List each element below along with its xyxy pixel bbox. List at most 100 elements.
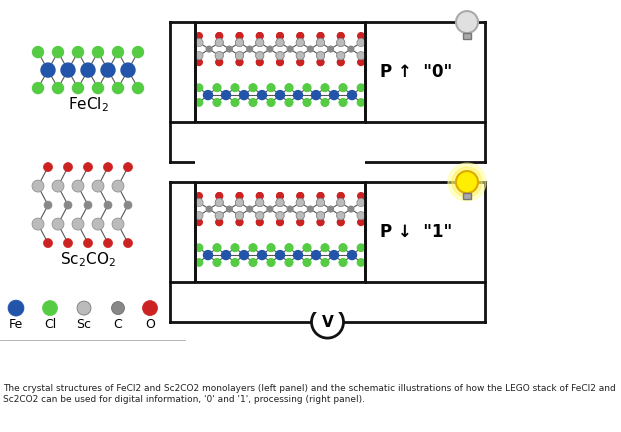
Circle shape [317, 193, 324, 199]
Circle shape [32, 218, 44, 230]
Circle shape [256, 33, 263, 39]
Circle shape [240, 91, 248, 100]
Circle shape [348, 206, 354, 212]
Circle shape [256, 193, 263, 199]
Circle shape [236, 219, 243, 226]
Circle shape [337, 33, 344, 39]
Circle shape [321, 244, 329, 251]
Circle shape [303, 99, 310, 106]
Circle shape [296, 212, 304, 220]
Circle shape [317, 198, 325, 206]
Circle shape [104, 201, 112, 209]
Circle shape [222, 91, 230, 100]
Circle shape [63, 162, 73, 172]
Circle shape [112, 180, 124, 192]
Circle shape [256, 38, 264, 47]
Circle shape [337, 198, 345, 206]
Circle shape [312, 146, 343, 178]
Circle shape [63, 238, 73, 248]
Text: Cl: Cl [44, 318, 56, 330]
Circle shape [303, 244, 310, 251]
Circle shape [317, 212, 325, 220]
Circle shape [52, 218, 64, 230]
Bar [195, 182, 365, 282]
Circle shape [213, 259, 220, 266]
Circle shape [196, 193, 202, 199]
Circle shape [215, 51, 224, 60]
Circle shape [321, 99, 329, 106]
Circle shape [227, 46, 232, 52]
Circle shape [357, 259, 365, 266]
Circle shape [339, 99, 347, 106]
Circle shape [337, 38, 345, 47]
Circle shape [195, 51, 203, 60]
Text: The crystal structures of FeCl2 and Sc2CO2 monolayers (left panel) and the schem: The crystal structures of FeCl2 and Sc2C… [3, 384, 616, 403]
Circle shape [277, 193, 283, 199]
Circle shape [249, 244, 256, 251]
Circle shape [357, 212, 365, 220]
Text: Sc$_2$CO$_2$: Sc$_2$CO$_2$ [60, 251, 116, 270]
Circle shape [249, 99, 256, 106]
Bar [195, 122, 365, 152]
Circle shape [330, 251, 338, 260]
Circle shape [358, 33, 365, 39]
Circle shape [267, 99, 274, 106]
Circle shape [196, 99, 202, 106]
Circle shape [337, 59, 344, 66]
Circle shape [276, 38, 284, 47]
Circle shape [348, 91, 356, 100]
Circle shape [317, 198, 325, 206]
Circle shape [196, 59, 202, 66]
Circle shape [206, 46, 212, 52]
Circle shape [196, 84, 202, 92]
Circle shape [277, 59, 283, 66]
Circle shape [358, 193, 365, 199]
Circle shape [256, 193, 263, 199]
Circle shape [288, 206, 293, 212]
Text: FeCl$_2$: FeCl$_2$ [68, 96, 109, 114]
Circle shape [339, 84, 347, 92]
Circle shape [121, 63, 135, 77]
Bar [463, 33, 471, 39]
Bar [195, 22, 365, 122]
Circle shape [8, 300, 24, 316]
Circle shape [249, 259, 256, 266]
Circle shape [53, 83, 63, 94]
Circle shape [84, 201, 92, 209]
Circle shape [72, 218, 84, 230]
Circle shape [303, 259, 310, 266]
Circle shape [216, 33, 222, 39]
Circle shape [83, 162, 93, 172]
Circle shape [285, 259, 292, 266]
Circle shape [297, 193, 304, 199]
Circle shape [236, 33, 243, 39]
Circle shape [276, 51, 284, 60]
Circle shape [303, 259, 310, 266]
Circle shape [216, 193, 222, 199]
Circle shape [276, 38, 284, 47]
Circle shape [112, 302, 124, 314]
Bar [195, 0, 365, 22]
Circle shape [303, 84, 310, 92]
Circle shape [456, 171, 478, 193]
Circle shape [297, 33, 304, 39]
Circle shape [285, 244, 292, 251]
Circle shape [213, 244, 220, 251]
Circle shape [235, 212, 243, 220]
Circle shape [216, 59, 222, 66]
Circle shape [456, 11, 478, 33]
Circle shape [213, 84, 220, 92]
Circle shape [216, 219, 222, 226]
Circle shape [101, 63, 115, 77]
Circle shape [83, 238, 93, 248]
Circle shape [249, 84, 256, 92]
Circle shape [321, 244, 329, 251]
Circle shape [124, 238, 132, 248]
Circle shape [240, 251, 248, 260]
Circle shape [112, 218, 124, 230]
Circle shape [249, 84, 256, 92]
Circle shape [132, 83, 143, 94]
Circle shape [227, 206, 232, 212]
Circle shape [267, 244, 274, 251]
Circle shape [195, 38, 203, 47]
